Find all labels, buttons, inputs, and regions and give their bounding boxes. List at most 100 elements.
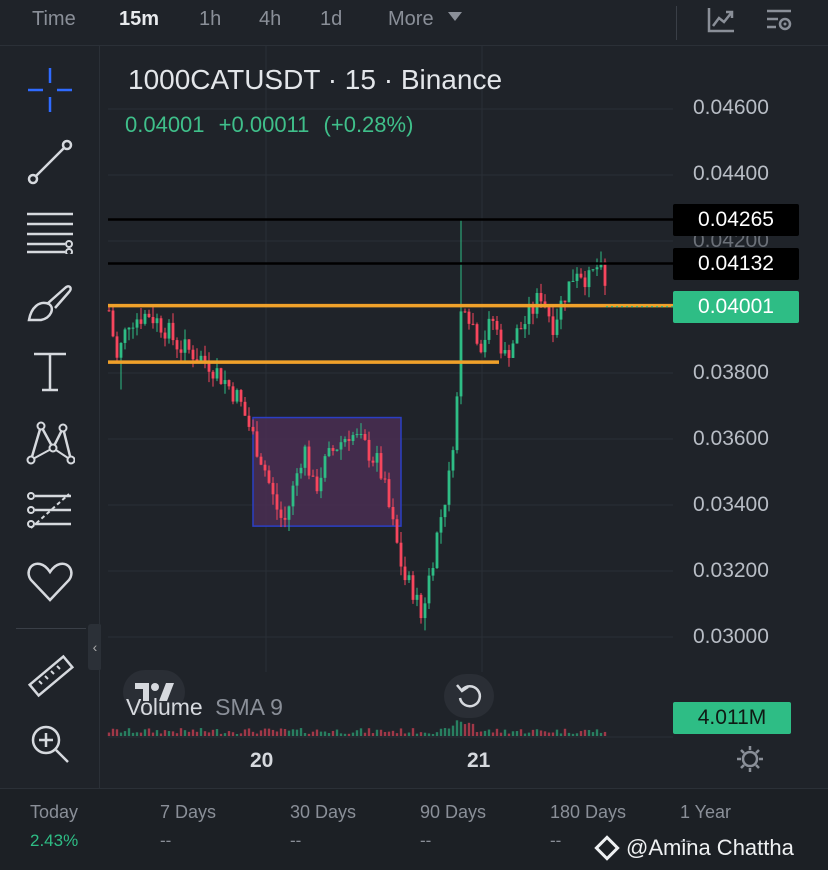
candle-body (195, 359, 199, 361)
y-tick-label: 0.03600 (693, 427, 769, 450)
volume-bar (347, 733, 351, 736)
y-tick-label: 0.03400 (693, 493, 769, 516)
candle-body (527, 306, 531, 325)
y-tick-label: 0.04600 (693, 96, 769, 119)
tab-1h[interactable]: 1h (199, 8, 222, 30)
volume-bar (255, 733, 259, 736)
indicator-chart-icon[interactable] (706, 6, 740, 36)
perf-90-days[interactable]: 90 Days -- (420, 802, 486, 851)
y-tick-label: 0.03200 (693, 559, 769, 582)
perf-value: -- (550, 831, 562, 850)
volume-legend: Volume SMA 9 (126, 694, 283, 721)
chart-area[interactable]: 1000CATUSDT · 15 · Binance 0.04001 +0.00… (101, 46, 828, 788)
volume-bar (595, 729, 599, 736)
candle-body (563, 300, 567, 303)
candle-body (247, 415, 251, 427)
volume-bar (591, 732, 595, 736)
candle-body (395, 519, 399, 543)
tab-1d[interactable]: 1d (320, 8, 343, 30)
volume-bar (503, 729, 507, 736)
candle-body (515, 328, 519, 344)
perf-today[interactable]: Today 2.43% (30, 802, 78, 851)
volume-bar (427, 733, 431, 736)
candle-body (483, 339, 487, 353)
candle-body (183, 339, 187, 353)
volume-bar (551, 732, 555, 736)
volume-bar (239, 733, 243, 736)
candle-body (371, 460, 375, 463)
volume-bar (527, 732, 531, 736)
candle-body (211, 371, 215, 379)
volume-bar (375, 729, 379, 736)
volume-bar (443, 728, 447, 736)
volume-bar (439, 728, 443, 736)
volume-bar (411, 728, 415, 736)
chart-settings-icon[interactable] (764, 6, 798, 36)
volume-bar (131, 732, 135, 736)
candle-body (107, 310, 111, 312)
volume-bar (579, 731, 583, 736)
reset-chart-button[interactable] (444, 674, 494, 718)
candle-body (307, 446, 311, 476)
candle-body (219, 368, 223, 384)
pattern-tool[interactable] (22, 416, 78, 468)
favorite-tool[interactable] (22, 556, 78, 608)
candle-body (583, 277, 587, 288)
volume-bar (287, 730, 291, 736)
candle-body (323, 456, 327, 478)
volume-bar (127, 728, 131, 736)
tab-more[interactable]: More (388, 8, 463, 31)
candle-body (239, 390, 243, 402)
perf-value: -- (290, 831, 302, 850)
crosshair-tool[interactable] (22, 64, 78, 116)
candle-body (451, 450, 455, 471)
candle-body (263, 464, 267, 471)
trend-line-tool[interactable] (22, 136, 78, 188)
perf-label: 30 Days (290, 802, 357, 822)
perf-1-year[interactable]: 1 Year -- (680, 802, 731, 851)
volume-bar (355, 730, 359, 736)
candle-body (255, 431, 259, 457)
zoom-in-tool[interactable] (22, 718, 78, 770)
volume-bar (291, 729, 295, 736)
tab-time[interactable]: Time (32, 8, 76, 30)
volume-bar (307, 733, 311, 736)
volume-bar (179, 728, 183, 736)
tab-15m[interactable]: 15m (119, 8, 160, 30)
volume-bar (315, 729, 319, 736)
volume-bar (379, 729, 383, 736)
candle-body (351, 435, 355, 442)
volume-bar (227, 731, 231, 736)
volume-bar (247, 728, 251, 736)
perf-7-days[interactable]: 7 Days -- (160, 802, 216, 851)
candle-body (119, 342, 123, 358)
collapse-toolbar-button[interactable]: ‹ (88, 624, 102, 670)
volume-bar (387, 731, 391, 736)
horizontal-lines-tool[interactable] (22, 206, 78, 258)
perf-180-days[interactable]: 180 Days -- (550, 802, 626, 851)
perf-30-days[interactable]: 30 Days -- (290, 802, 356, 851)
candle-body (503, 350, 507, 354)
text-tool[interactable] (22, 346, 78, 398)
candle-body (535, 293, 539, 314)
volume-bar (515, 731, 519, 736)
volume-bar (263, 728, 267, 736)
volume-bar (423, 732, 427, 736)
volume-bar (399, 728, 403, 736)
volume-bar (571, 733, 575, 736)
candle-body (147, 313, 151, 318)
volume-bar (327, 733, 331, 736)
chevron-left-icon: ‹ (92, 639, 98, 655)
candle-body (559, 300, 563, 320)
candle-body (279, 509, 283, 518)
fib-retracement-tool[interactable] (22, 486, 78, 538)
volume-bar (487, 729, 491, 736)
brush-tool[interactable] (22, 276, 78, 328)
tab-4h[interactable]: 4h (259, 8, 282, 30)
volume-bar (187, 731, 191, 736)
ruler-tool[interactable] (22, 650, 78, 702)
volume-bar (491, 732, 495, 736)
axis-settings-icon[interactable] (735, 744, 765, 779)
price-chart[interactable] (101, 46, 828, 788)
last-price: 0.04001 (125, 112, 205, 137)
